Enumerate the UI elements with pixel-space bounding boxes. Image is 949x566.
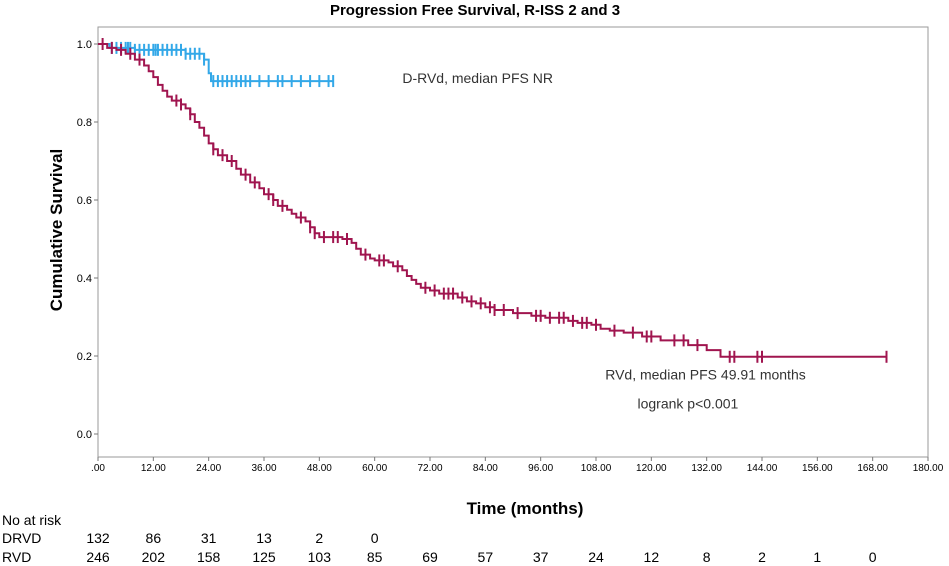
risk-count: 8 (703, 549, 711, 565)
x-tick-label: 84.00 (473, 463, 498, 474)
risk-count: 13 (256, 530, 272, 546)
annotation-1: D-RVd, median PFS NR (402, 70, 553, 86)
risk-count: 202 (142, 549, 166, 565)
x-tick-label: 24.00 (196, 463, 221, 474)
risk-count: 2 (315, 530, 323, 546)
x-tick-label: 180.00 (913, 463, 944, 474)
x-tick-label: 132.00 (691, 463, 722, 474)
annotation-layer: D-RVd, median PFS NR RVd, median PFS 49.9… (402, 70, 805, 412)
x-tick-label: 120.00 (636, 463, 667, 474)
x-tick-label: 12.00 (141, 463, 166, 474)
x-tick-label: 168.00 (857, 463, 888, 474)
risk-count: 24 (588, 549, 604, 565)
risk-count: 1 (813, 549, 821, 565)
risk-count: 103 (308, 549, 332, 565)
risk-row-label: RVD (2, 549, 31, 565)
risk-count: 125 (252, 549, 276, 565)
y-tick-label: 0.8 (77, 117, 92, 129)
risk-count: 132 (86, 530, 110, 546)
y-tick-label: 1.0 (77, 39, 92, 51)
series-line-d-rvd (98, 43, 334, 83)
risk-count: 2 (758, 549, 766, 565)
risk-count: 158 (197, 549, 221, 565)
risk-count: 57 (478, 549, 494, 565)
x-tick-label: 72.00 (417, 463, 442, 474)
risk-count: 31 (201, 530, 217, 546)
y-tick-label: 0.2 (77, 351, 92, 363)
x-tick-label: 48.00 (307, 463, 332, 474)
y-tick-label: 0.0 (77, 429, 92, 441)
annotation-2: RVd, median PFS 49.91 months (605, 366, 806, 382)
chart-title: Progression Free Survival, R-ISS 2 and 3 (330, 2, 620, 19)
x-tick-label: 156.00 (802, 463, 833, 474)
risk-count: 246 (86, 549, 110, 565)
y-tick-label: 0.6 (77, 195, 92, 207)
y-axis-label: Cumulative Survival (47, 149, 66, 312)
plot-area (97, 26, 929, 458)
series-line-rvd (98, 43, 887, 358)
series-layer (98, 38, 888, 363)
risk-count: 37 (533, 549, 549, 565)
y-tick-label: 0.4 (77, 273, 92, 285)
x-tick-label: 108.00 (581, 463, 612, 474)
x-tick-label: .00 (91, 463, 105, 474)
risk-count: 12 (644, 549, 660, 565)
risk-count: 69 (422, 549, 438, 565)
x-axis: .00 12.00 24.00 36.00 48.00 60.00 72.00 84.00 96… (91, 457, 944, 474)
x-tick-label: 144.00 (747, 463, 778, 474)
annotation-3: logrank p<0.001 (638, 396, 739, 412)
risk-count: 0 (371, 530, 379, 546)
risk-table-title: No at risk (2, 512, 62, 528)
x-axis-label: Time (months) (467, 499, 584, 518)
x-tick-label: 36.00 (251, 463, 276, 474)
plot-frame (97, 26, 929, 458)
x-tick-label: 60.00 (362, 463, 387, 474)
risk-row-label: DRVD (2, 530, 41, 546)
y-axis: 0.0 0.2 0.4 0.6 0.8 1.0 (77, 39, 98, 441)
risk-count: 85 (367, 549, 383, 565)
risk-count: 86 (146, 530, 162, 546)
risk-count: 0 (869, 549, 877, 565)
x-tick-label: 96.00 (528, 463, 553, 474)
